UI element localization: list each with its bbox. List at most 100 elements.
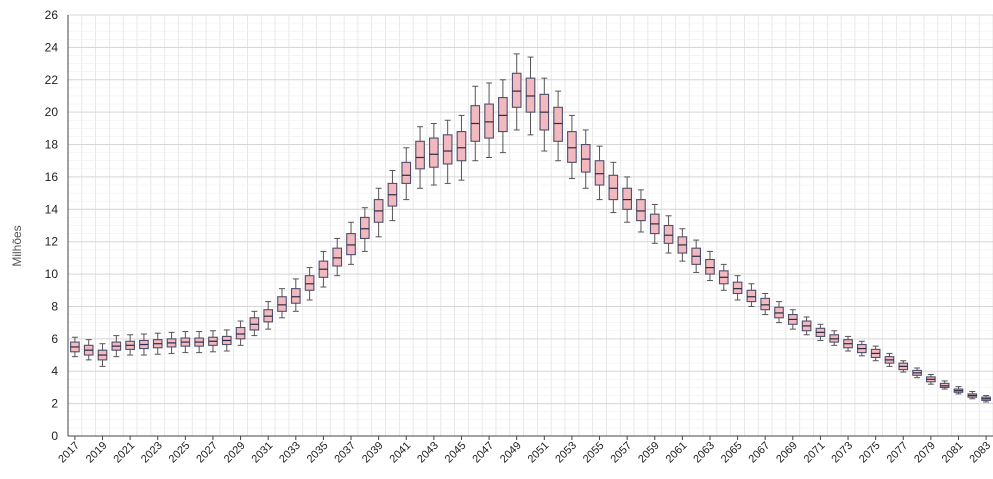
box-plot-2031 [263, 301, 274, 330]
y-tick-label: 16 [45, 170, 59, 184]
box-plot-2029 [235, 320, 246, 346]
box-iqr [511, 72, 522, 108]
y-tick-label: 6 [51, 332, 58, 346]
x-tick-label: 2031 [250, 440, 276, 466]
box-iqr [732, 281, 743, 295]
x-tick-label: 2035 [305, 440, 331, 466]
box-iqr [636, 199, 646, 222]
x-tick-label: 2079 [912, 440, 938, 466]
box-iqr [525, 77, 536, 113]
box-plot-2032 [277, 288, 287, 319]
x-tick-label: 2065 [719, 440, 745, 466]
box-plot-2083 [981, 395, 991, 403]
y-tick-label: 24 [45, 40, 59, 54]
x-tick-label: 2075 [857, 440, 883, 466]
box-plot-2041 [401, 147, 412, 201]
box-plot-2077 [898, 360, 909, 373]
box-plot-2071 [815, 323, 826, 341]
box-plot-2043 [429, 122, 439, 186]
box-iqr [608, 174, 619, 201]
box-plot-2022 [139, 333, 149, 356]
box-plot-2055 [594, 145, 605, 201]
x-tick-label: 2055 [581, 440, 607, 466]
box-plot-2017 [70, 336, 80, 358]
x-tick-label: 2043 [415, 440, 441, 466]
x-tick-label: 2029 [222, 440, 248, 466]
box-plot-2035 [318, 250, 329, 288]
x-tick-label: 2057 [608, 440, 634, 466]
y-tick-label: 26 [45, 8, 59, 22]
box-plot-2076 [884, 352, 895, 367]
box-iqr [484, 103, 494, 139]
box-plot-2082 [967, 390, 978, 400]
box-plot-2065 [732, 275, 743, 301]
y-tick-label: 10 [45, 267, 59, 281]
box-plot-2054 [580, 129, 591, 189]
box-plot-2081 [953, 386, 964, 395]
y-tick-label: 0 [51, 429, 58, 443]
x-tick-label: 2033 [277, 440, 303, 466]
box-plot-2020 [111, 335, 122, 358]
box-plot-2047 [484, 82, 494, 158]
x-tick-label: 2069 [774, 440, 800, 466]
box-iqr [760, 297, 771, 311]
box-plot-2062 [691, 239, 702, 273]
x-tick-label: 2039 [360, 440, 386, 466]
box-plot-2025 [180, 331, 191, 354]
y-tick-label: 18 [45, 138, 59, 152]
box-plot-2053 [567, 114, 577, 180]
x-tick-label: 2027 [194, 440, 220, 466]
box-plot-2075 [870, 345, 881, 362]
box-iqr [663, 224, 674, 244]
box-iqr [442, 134, 453, 165]
box-iqr [346, 233, 356, 256]
box-plot-2038 [359, 207, 370, 252]
box-plot-2069 [787, 309, 798, 330]
box-plot-2026 [194, 331, 204, 354]
box-plot-2052 [553, 90, 563, 162]
box-iqr [553, 106, 563, 142]
box-plot-2057 [622, 176, 632, 223]
y-tick-label: 22 [45, 73, 59, 87]
box-plot-2072 [829, 330, 840, 346]
x-tick-label: 2051 [526, 440, 552, 466]
box-plot-2034 [304, 267, 315, 301]
box-iqr [359, 216, 370, 240]
y-tick-label: 20 [45, 105, 59, 119]
box-iqr [332, 247, 343, 267]
box-plot-2070 [801, 316, 812, 336]
y-tick-label: 8 [51, 299, 58, 313]
box-plot-2018 [83, 339, 94, 361]
x-tick-label: 2017 [56, 440, 82, 466]
x-tick-label: 2073 [829, 440, 855, 466]
box-plot-2019 [97, 343, 108, 367]
box-plot-2056 [608, 161, 619, 214]
box-iqr [429, 137, 439, 168]
box-plot-2074 [857, 340, 867, 357]
x-tick-label: 2081 [940, 440, 966, 466]
box-plot-2067 [760, 293, 771, 316]
box-plot-2044 [442, 119, 453, 184]
box-plot-2061 [677, 228, 688, 262]
y-tick-label: 14 [45, 202, 59, 216]
box-plot-2021 [125, 334, 135, 356]
box-plot-2059 [649, 203, 660, 244]
box-series [70, 53, 991, 403]
x-tick-label: 2061 [664, 440, 690, 466]
x-tick-label: 2059 [636, 440, 662, 466]
box-plot-2030 [249, 310, 260, 337]
box-plot-2027 [208, 330, 218, 353]
box-plot-2049 [511, 53, 522, 131]
box-plot-2050 [525, 56, 536, 136]
box-plot-2045 [456, 114, 467, 181]
box-iqr [580, 143, 591, 173]
box-plot-2033 [290, 278, 301, 312]
x-tick-label: 2023 [139, 440, 165, 466]
x-tick-label: 2077 [885, 440, 911, 466]
box-iqr [277, 296, 287, 312]
box-plot-2024 [166, 331, 177, 354]
x-tick-label: 2019 [84, 440, 110, 466]
box-iqr [304, 275, 315, 291]
box-plot-2064 [718, 263, 729, 291]
